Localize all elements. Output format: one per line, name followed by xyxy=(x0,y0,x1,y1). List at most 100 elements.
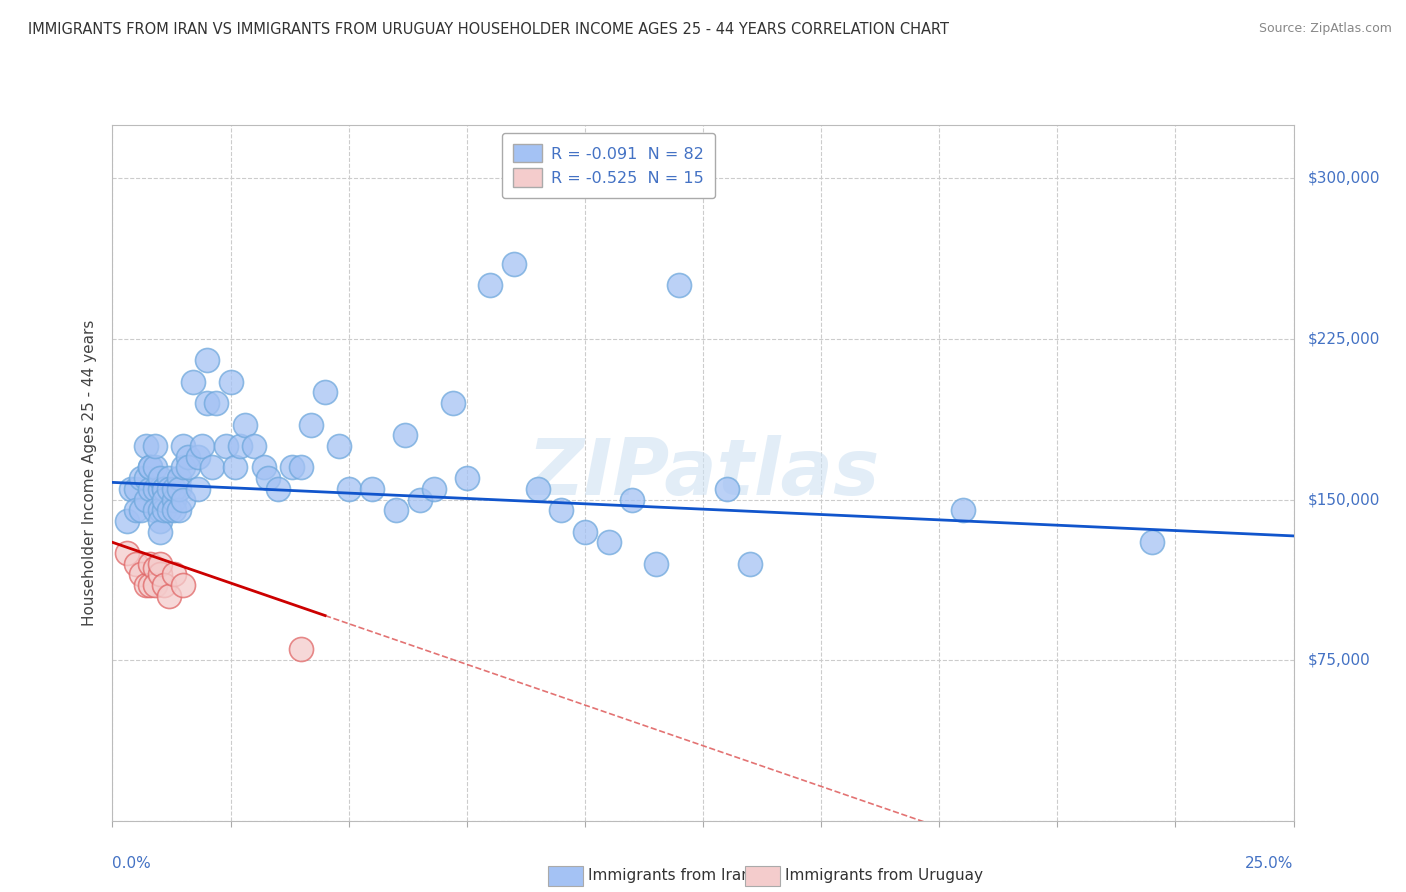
Text: 0.0%: 0.0% xyxy=(112,856,152,871)
Point xyxy=(143,561,166,575)
Point xyxy=(479,278,502,293)
Point xyxy=(668,278,690,293)
Point xyxy=(153,482,176,496)
Point xyxy=(257,471,280,485)
Point xyxy=(139,482,162,496)
Point xyxy=(139,460,162,475)
Point xyxy=(149,482,172,496)
Point xyxy=(163,482,186,496)
Point xyxy=(201,460,224,475)
Point xyxy=(952,503,974,517)
Point xyxy=(243,439,266,453)
Point xyxy=(125,482,148,496)
Point xyxy=(153,578,176,592)
Point xyxy=(129,471,152,485)
Point xyxy=(143,482,166,496)
Point xyxy=(456,471,478,485)
Text: IMMIGRANTS FROM IRAN VS IMMIGRANTS FROM URUGUAY HOUSEHOLDER INCOME AGES 25 - 44 : IMMIGRANTS FROM IRAN VS IMMIGRANTS FROM … xyxy=(28,22,949,37)
Point xyxy=(157,589,180,603)
Point xyxy=(149,567,172,582)
Text: $225,000: $225,000 xyxy=(1308,332,1379,346)
Point xyxy=(598,535,620,549)
Point xyxy=(163,492,186,507)
Point xyxy=(224,460,246,475)
Point xyxy=(167,482,190,496)
Point xyxy=(361,482,384,496)
Point xyxy=(139,460,162,475)
Point xyxy=(149,471,172,485)
Point xyxy=(181,375,204,389)
Point xyxy=(441,396,464,410)
Point xyxy=(267,482,290,496)
Point xyxy=(191,439,214,453)
Point xyxy=(172,460,194,475)
Text: $75,000: $75,000 xyxy=(1308,653,1371,667)
Point xyxy=(135,492,157,507)
Point xyxy=(157,482,180,496)
Text: 25.0%: 25.0% xyxy=(1246,856,1294,871)
Point xyxy=(644,557,666,571)
Point xyxy=(149,514,172,528)
Point xyxy=(550,503,572,517)
Point xyxy=(149,524,172,539)
Point xyxy=(149,503,172,517)
Point xyxy=(229,439,252,453)
Text: ZIPatlas: ZIPatlas xyxy=(527,434,879,511)
Text: $300,000: $300,000 xyxy=(1308,171,1381,186)
Point xyxy=(163,503,186,517)
Point xyxy=(167,503,190,517)
Point xyxy=(129,567,152,582)
Point xyxy=(337,482,360,496)
Point xyxy=(716,482,738,496)
Point xyxy=(153,482,176,496)
Point xyxy=(135,578,157,592)
Text: $150,000: $150,000 xyxy=(1308,492,1379,507)
Point xyxy=(740,557,762,571)
Point xyxy=(177,450,200,464)
Point xyxy=(394,428,416,442)
Point xyxy=(186,482,208,496)
Point xyxy=(143,503,166,517)
Text: Immigrants from Iran: Immigrants from Iran xyxy=(588,869,751,883)
Point xyxy=(143,578,166,592)
Point xyxy=(125,503,148,517)
Point xyxy=(299,417,322,432)
Point xyxy=(215,439,238,453)
Point xyxy=(290,460,312,475)
Point xyxy=(253,460,276,475)
Point xyxy=(172,578,194,592)
Point xyxy=(167,471,190,485)
Point xyxy=(328,439,350,453)
Point xyxy=(163,567,186,582)
Point xyxy=(172,439,194,453)
Point xyxy=(115,514,138,528)
Point xyxy=(1140,535,1163,549)
Text: Source: ZipAtlas.com: Source: ZipAtlas.com xyxy=(1258,22,1392,36)
Point xyxy=(139,578,162,592)
Legend: R = -0.091  N = 82, R = -0.525  N = 15: R = -0.091 N = 82, R = -0.525 N = 15 xyxy=(502,133,716,198)
Point xyxy=(233,417,256,432)
Point xyxy=(574,524,596,539)
Point xyxy=(135,439,157,453)
Point xyxy=(186,450,208,464)
Point xyxy=(139,557,162,571)
Point xyxy=(157,503,180,517)
Point xyxy=(143,460,166,475)
Point xyxy=(153,503,176,517)
Point xyxy=(526,482,548,496)
Point xyxy=(120,482,142,496)
Point xyxy=(149,557,172,571)
Point xyxy=(177,460,200,475)
Point xyxy=(205,396,228,410)
Point xyxy=(143,439,166,453)
Point xyxy=(195,353,218,368)
Point xyxy=(115,546,138,560)
Point xyxy=(314,385,336,400)
Point xyxy=(195,396,218,410)
Point xyxy=(135,471,157,485)
Point xyxy=(621,492,644,507)
Point xyxy=(290,642,312,657)
Point xyxy=(153,492,176,507)
Point xyxy=(129,503,152,517)
Point xyxy=(503,257,526,271)
